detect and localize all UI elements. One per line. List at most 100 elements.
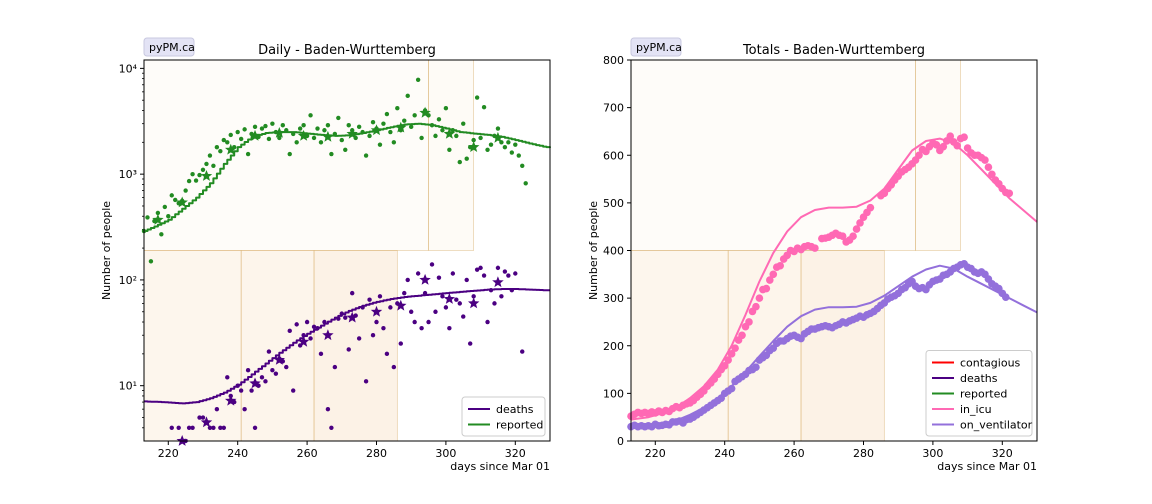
- daily-point-deaths: [176, 425, 181, 430]
- daily-point-reported: [506, 140, 511, 145]
- daily-point-reported: [284, 128, 289, 133]
- totals-point-in_icu: [866, 203, 875, 212]
- daily-point-reported: [280, 123, 286, 128]
- daily-star-reported: [395, 121, 407, 133]
- daily-point-deaths: [346, 347, 351, 352]
- daily-star-deaths: [443, 293, 456, 304]
- totals-point-in_icu: [731, 344, 739, 352]
- daily-point-deaths: [422, 290, 428, 296]
- daily-point-reported: [471, 137, 476, 143]
- daily-shaded-region: [428, 59, 475, 251]
- daily-star-reported: [152, 213, 164, 225]
- daily-point-reported: [228, 132, 233, 138]
- daily-point-deaths: [356, 336, 362, 341]
- daily-point-deaths: [329, 425, 334, 430]
- totals-x-axis-label: days since Mar 01: [937, 460, 1037, 473]
- daily-point-reported: [301, 123, 306, 128]
- daily-point-deaths: [499, 294, 504, 299]
- daily-point-deaths: [513, 271, 518, 276]
- daily-point-reported: [245, 151, 251, 157]
- daily-point-deaths: [471, 294, 476, 299]
- daily-point-deaths: [291, 388, 296, 393]
- daily-star-deaths: [225, 394, 237, 406]
- daily-point-deaths: [367, 297, 372, 302]
- daily-point-deaths: [245, 368, 251, 373]
- daily-star-reported: [273, 127, 285, 138]
- totals-y-tick-label: 0: [617, 435, 624, 448]
- daily-point-reported: [291, 131, 296, 137]
- daily-point-deaths: [485, 319, 490, 325]
- daily-star-reported: [468, 141, 480, 152]
- daily-point-deaths: [402, 290, 407, 296]
- daily-shaded-regions: [143, 59, 475, 442]
- totals-y-tick-label: 600: [603, 149, 624, 162]
- daily-point-reported: [502, 144, 508, 150]
- daily-point-deaths: [412, 319, 417, 325]
- daily-point-reported: [325, 123, 331, 128]
- daily-y-tick-label: 10³: [119, 168, 137, 181]
- totals-point-in_icu: [988, 170, 996, 179]
- daily-point-deaths: [270, 368, 275, 373]
- totals-badge-box: [630, 37, 682, 57]
- daily-shaded-region: [143, 59, 429, 251]
- daily-point-reported: [356, 124, 362, 130]
- daily-point-reported: [429, 123, 435, 128]
- totals-y-tick-label: 200: [603, 340, 624, 353]
- daily-point-reported: [360, 129, 365, 135]
- daily-point-deaths: [214, 406, 220, 412]
- daily-point-deaths: [443, 305, 449, 310]
- daily-point-reported: [266, 136, 272, 142]
- totals-y-tick-label: 100: [603, 387, 624, 400]
- daily-star-deaths: [200, 416, 213, 428]
- totals-point-in_icu: [727, 350, 736, 358]
- daily-chart: 220 240 260 280 300 320 10¹ 10² 10³ 10⁴ Daily - B…: [100, 37, 551, 473]
- daily-star-reported: [370, 124, 383, 136]
- daily-point-deaths: [520, 349, 525, 354]
- totals-point-in_icu: [745, 318, 753, 326]
- daily-star-deaths: [346, 311, 358, 323]
- totals-point-in_icu: [915, 151, 923, 160]
- daily-point-reported: [457, 159, 462, 165]
- daily-point-deaths: [294, 322, 299, 327]
- totals-legend-label: contagious: [960, 357, 1021, 370]
- daily-point-reported: [436, 117, 442, 122]
- daily-star-reported: [492, 131, 504, 143]
- daily-point-reported: [488, 142, 494, 147]
- daily-point-reported: [408, 124, 414, 130]
- daily-point-deaths: [325, 406, 331, 412]
- totals-axis-ticks: 220 240 260 280 300 320 0 100 200 300 400 500 600 700…: [603, 54, 1013, 460]
- totals-point-in_icu: [752, 302, 760, 311]
- daily-point-deaths: [218, 425, 223, 430]
- daily-point-reported: [343, 147, 348, 152]
- totals-y-tick-label: 400: [603, 245, 624, 258]
- daily-x-tick-label: 320: [505, 447, 526, 460]
- daily-point-deaths: [249, 388, 254, 393]
- daily-point-deaths: [197, 415, 202, 420]
- totals-point-in_icu: [776, 261, 785, 270]
- daily-point-reported: [311, 135, 317, 141]
- daily-shaded-region: [313, 250, 398, 442]
- totals-x-tick-label: 300: [922, 447, 943, 460]
- daily-point-reported: [297, 126, 303, 131]
- daily-star-reported: [200, 170, 213, 181]
- daily-point-reported: [277, 135, 282, 141]
- daily-star-deaths: [249, 377, 261, 389]
- daily-point-reported: [377, 142, 383, 147]
- daily-plot-frame: [143, 59, 551, 442]
- daily-point-deaths: [488, 287, 494, 293]
- totals-x-tick-label: 260: [784, 447, 805, 460]
- totals-point-in_icu: [724, 356, 732, 364]
- daily-star-reported: [225, 143, 237, 155]
- daily-point-reported: [329, 151, 334, 157]
- daily-star-deaths: [273, 354, 285, 365]
- daily-point-reported: [370, 119, 376, 125]
- daily-point-deaths: [464, 277, 469, 283]
- totals-data-points: [627, 132, 1014, 431]
- daily-point-deaths: [284, 364, 289, 370]
- daily-point-reported: [381, 121, 386, 126]
- daily-point-deaths: [433, 309, 438, 314]
- totals-point-in_icu: [953, 141, 961, 150]
- totals-y-tick-label: 800: [603, 54, 624, 67]
- daily-point-deaths: [273, 371, 279, 376]
- daily-badge-text: pyPM.ca: [149, 41, 195, 54]
